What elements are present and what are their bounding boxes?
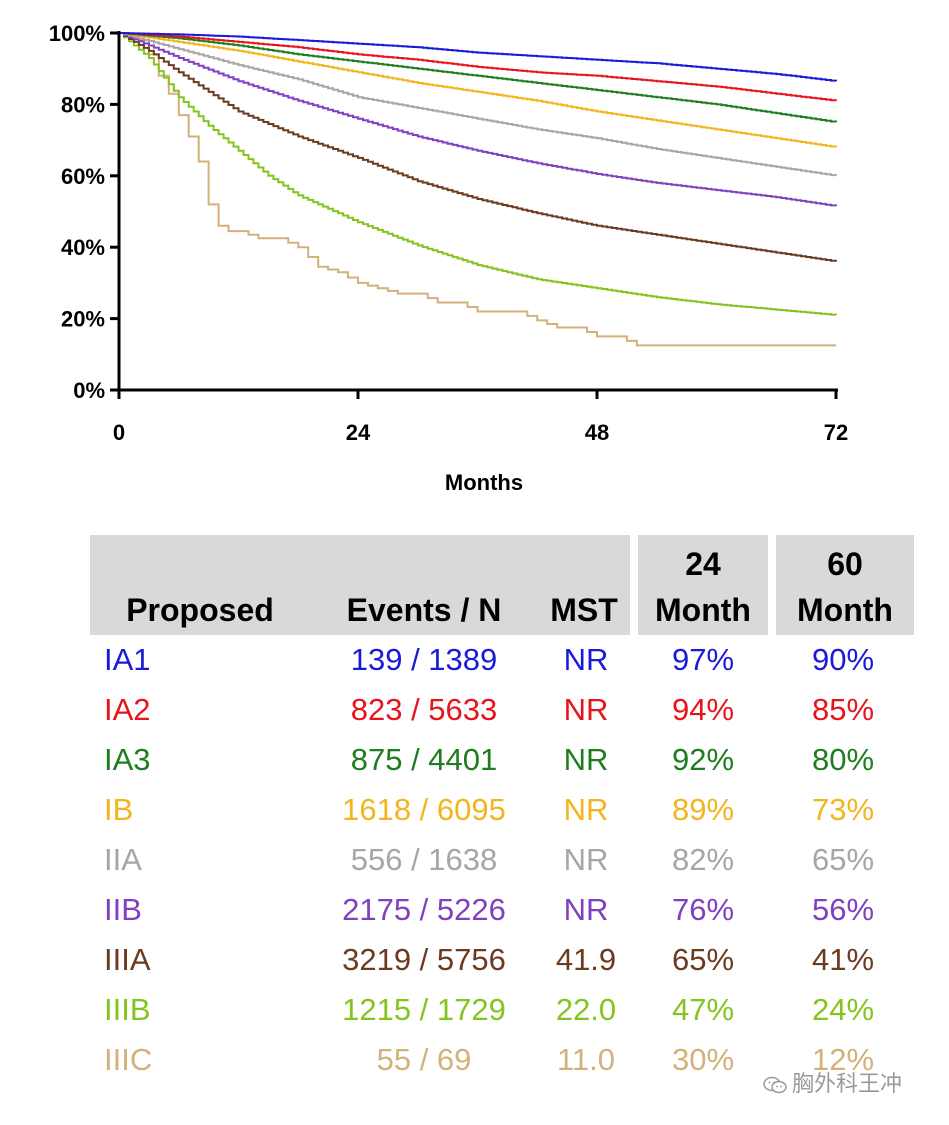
events-cell: 875 / 4401 [350,742,498,777]
header-24-bottom: Month [655,592,751,628]
survival-24-month-cell: 76% [671,892,735,927]
table-row: IA1 139 / 1389 NR 97% 90% [90,635,914,685]
x-axis-ticks: 0 24 48 72 [113,390,848,445]
table-row: IA2 823 / 5633 NR 94% 85% [90,685,914,735]
mst-cell: NR [563,692,609,727]
header-24-top: 24 [685,546,721,582]
survival-24-month-cell: 89% [671,792,735,827]
mst-cell: 41.9 [555,942,617,977]
stage-cell: IB [104,792,134,827]
header-events-label: Events / N [346,592,502,628]
events-cell: 556 / 1638 [350,842,498,877]
events-cell: 3219 / 5756 [342,942,506,977]
header-proposed: Proposed [90,535,310,635]
table-row: IIIB 1215 / 1729 22.0 47% 24% [90,985,914,1035]
y-axis-ticks: 0% 20% 40% 60% 80% 100% [49,21,119,403]
events-cell: 1215 / 1729 [342,992,506,1027]
survival-60-month-cell: 41% [811,942,875,977]
mst-cell: 22.0 [555,992,617,1027]
stage-cell: IIIC [104,1042,153,1077]
survival-60-month-cell: 56% [811,892,875,927]
mst-cell: 11.0 [556,1042,616,1077]
stage-cell: IIB [104,892,142,927]
survival-60-month-cell: 85% [811,692,875,727]
survival-table: Proposed Events / N MST 24 Month 60 Mont… [90,535,914,1085]
survival-60-month-cell: 65% [811,842,875,877]
series-line-iia [119,32,837,177]
survival-60-month-cell: 80% [811,742,875,777]
y-tick-label: 20% [61,307,105,332]
stage-cell: IIIA [104,942,151,977]
survival-60-month-cell: 90% [811,642,875,677]
table-row: IB 1618 / 6095 NR 89% 73% [90,785,914,835]
table-body: IA1 139 / 1389 NR 97% 90% IA2 823 / 5633 NR 94% 8… [90,635,914,1085]
series-line-iiib [119,32,837,316]
stage-cell: IIIB [104,992,151,1027]
events-cell: 139 / 1389 [350,642,498,677]
table-row: IIB 2175 / 5226 NR 76% 56% [90,885,914,935]
wechat-icon [763,1076,787,1094]
series-line-ia3 [119,32,837,123]
x-tick-label: 24 [346,420,371,445]
table-row: IIA 556 / 1638 NR 82% 65% [90,835,914,885]
header-mst-label: MST [550,592,618,628]
series-line-ib [119,32,837,148]
x-tick-label: 48 [585,420,609,445]
survival-24-month-cell: 30% [671,1042,735,1077]
survival-24-month-cell: 65% [671,942,735,977]
mst-cell: NR [563,792,609,827]
x-tick-label: 72 [824,420,848,445]
series-lines [119,32,837,347]
series-line-ia2 [119,32,837,102]
survival-24-month-cell: 47% [671,992,735,1027]
x-axis-label: Months [445,470,523,495]
table-header-row: Proposed Events / N MST 24 Month 60 Mont… [90,535,914,635]
table-row: IIIC 55 / 69 11.0 30% 12% [90,1035,914,1085]
series-line-iib [119,32,837,207]
survival-60-month-cell: 12% [811,1042,875,1077]
mst-cell: NR [563,742,609,777]
stage-cell: IA2 [104,692,151,727]
header-60-bottom: Month [797,592,893,628]
watermark: 胸外科王冲 [762,1066,902,1098]
table-row: IA3 875 / 4401 NR 92% 80% [90,735,914,785]
header-events: Events / N [310,535,538,635]
events-cell: 2175 / 5226 [342,892,506,927]
y-tick-label: 0% [73,378,105,403]
y-tick-label: 40% [61,235,105,260]
table-row: IIIA 3219 / 5756 41.9 65% 41% [90,935,914,985]
y-tick-label: 80% [61,92,105,117]
mst-cell: NR [563,892,609,927]
survival-24-month-cell: 97% [671,642,735,677]
header-24-month: 24 Month [630,535,772,635]
header-mst: MST [538,535,634,635]
stage-cell: IIA [104,842,142,877]
mst-cell: NR [563,642,609,677]
survival-24-month-cell: 94% [671,692,735,727]
stage-cell: IA3 [104,742,151,777]
survival-60-month-cell: 24% [811,992,875,1027]
header-proposed-label: Proposed [126,592,274,628]
header-60-month: 60 Month [768,535,914,635]
survival-24-month-cell: 92% [671,742,735,777]
series-line-ia1 [119,32,837,82]
survival-chart: 0% 20% 40% 60% 80% 100% 0 24 48 72 Months [49,21,849,495]
series-line-iiic [119,32,836,347]
survival-60-month-cell: 73% [811,792,875,827]
watermark-text: 胸外科王冲 [792,1072,903,1097]
header-60-top: 60 [827,546,863,582]
mst-cell: NR [563,842,609,877]
events-cell: 823 / 5633 [350,692,498,727]
y-tick-label: 60% [61,164,105,189]
series-line-iiia [119,32,837,262]
y-tick-label: 100% [49,21,105,46]
survival-24-month-cell: 82% [671,842,735,877]
events-cell: 1618 / 6095 [342,792,506,827]
stage-cell: IA1 [104,642,151,677]
x-tick-label: 0 [113,420,125,445]
events-cell: 55 / 69 [376,1042,472,1077]
